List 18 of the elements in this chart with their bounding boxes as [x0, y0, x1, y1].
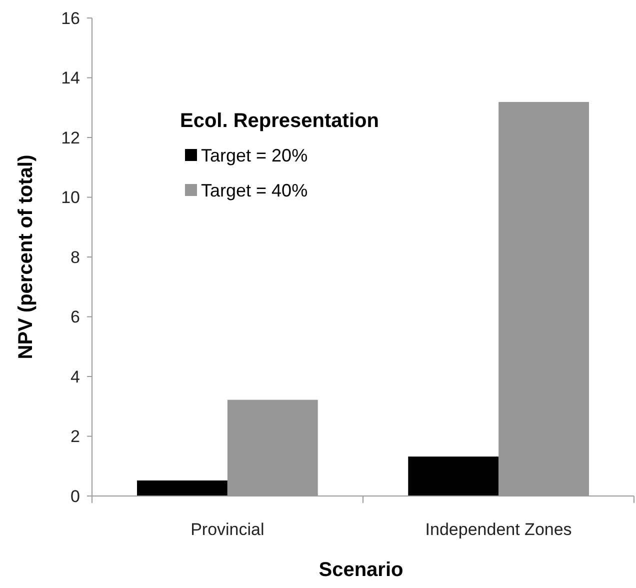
y-tick-label: 0 [70, 486, 80, 506]
y-tick-label: 6 [70, 308, 80, 327]
legend-title: Ecol. Representation [180, 110, 379, 132]
x-tick-label: Provincial [190, 520, 264, 539]
legend-label: Target = 40% [201, 180, 308, 200]
y-tick-label: 12 [61, 128, 80, 148]
bar [137, 480, 228, 496]
y-tick-label: 8 [70, 248, 80, 267]
x-axis-title: Scenario [318, 559, 404, 581]
y-axis-title: NPV (percent of total) [15, 154, 37, 360]
y-tick-label: 10 [61, 188, 80, 208]
legend-label: Target = 20% [201, 145, 308, 166]
x-tick-label: Independent Zones [425, 520, 572, 539]
y-tick-label: 2 [70, 427, 80, 446]
y-tick-label: 4 [70, 367, 80, 386]
y-tick-label: 14 [61, 68, 80, 88]
bar [408, 456, 499, 496]
y-tick-label: 16 [61, 8, 80, 28]
